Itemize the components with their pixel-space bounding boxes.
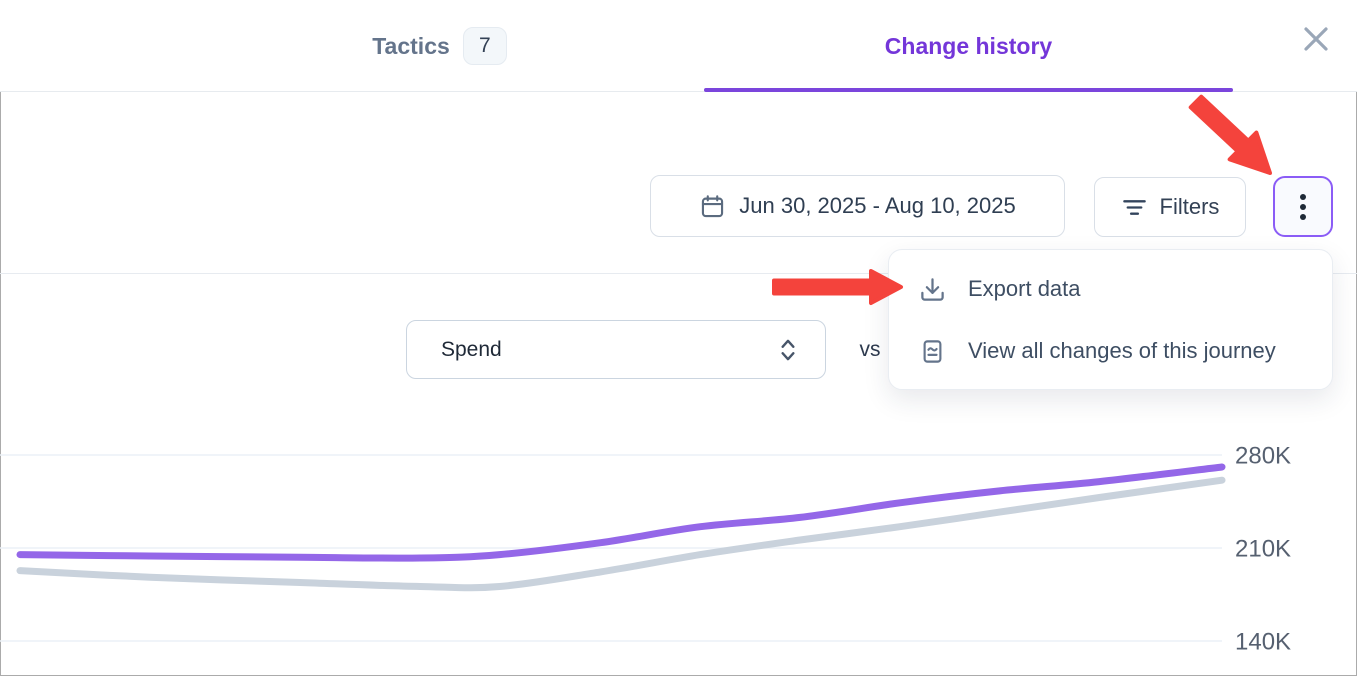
vs-label: vs <box>859 337 881 361</box>
filters-button[interactable]: Filters <box>1094 177 1246 237</box>
filter-lines-icon <box>1121 194 1148 221</box>
y-axis-label: 140K <box>1235 629 1291 656</box>
tab-tactics[interactable]: Tactics 7 <box>175 0 704 92</box>
view-all-changes-item[interactable]: View all changes of this journey <box>889 320 1332 382</box>
section-divider <box>0 273 1357 274</box>
tab-bar: Tactics 7 Change history <box>175 0 1233 92</box>
chevron-up-down-icon <box>775 336 801 364</box>
tab-tactics-label: Tactics <box>372 32 450 59</box>
annotation-arrow-to-more-menu <box>1188 94 1272 175</box>
tab-change-history[interactable]: Change history <box>704 0 1233 92</box>
purple-line-series <box>16 463 1226 562</box>
annotation-arrow-to-export <box>772 269 903 305</box>
filters-label: Filters <box>1159 194 1220 219</box>
gray-line-series <box>16 476 1226 592</box>
export-data-item[interactable]: Export data <box>889 258 1332 320</box>
more-menu-button[interactable] <box>1273 176 1333 237</box>
spend-chart: 280K 210K 140K <box>0 420 1357 675</box>
download-icon <box>919 276 946 303</box>
y-axis-label: 280K <box>1235 443 1291 470</box>
close-button[interactable] <box>1299 22 1333 56</box>
metric-select-value: Spend <box>441 337 502 361</box>
export-data-label: Export data <box>968 276 1081 301</box>
document-icon <box>919 338 946 365</box>
view-all-changes-label: View all changes of this journey <box>968 338 1276 363</box>
active-tab-underline <box>704 88 1233 92</box>
y-axis-label: 210K <box>1235 536 1291 563</box>
tactics-count-badge: 7 <box>462 27 507 65</box>
more-menu-dropdown: Export data View all changes of this jou… <box>888 249 1333 390</box>
calendar-icon <box>699 193 726 220</box>
date-range-picker[interactable]: Jun 30, 2025 - Aug 10, 2025 <box>650 175 1065 237</box>
x-icon <box>1301 24 1331 54</box>
modal-header: Tactics 7 Change history <box>0 0 1357 92</box>
tab-change-history-label: Change history <box>884 32 1053 59</box>
metric-select[interactable]: Spend <box>406 320 826 379</box>
kebab-vertical-icon <box>1290 189 1316 225</box>
spend-line-chart-canvas: 280K 210K 140K <box>0 443 1291 656</box>
date-range-value: Jun 30, 2025 - Aug 10, 2025 <box>739 193 1016 218</box>
